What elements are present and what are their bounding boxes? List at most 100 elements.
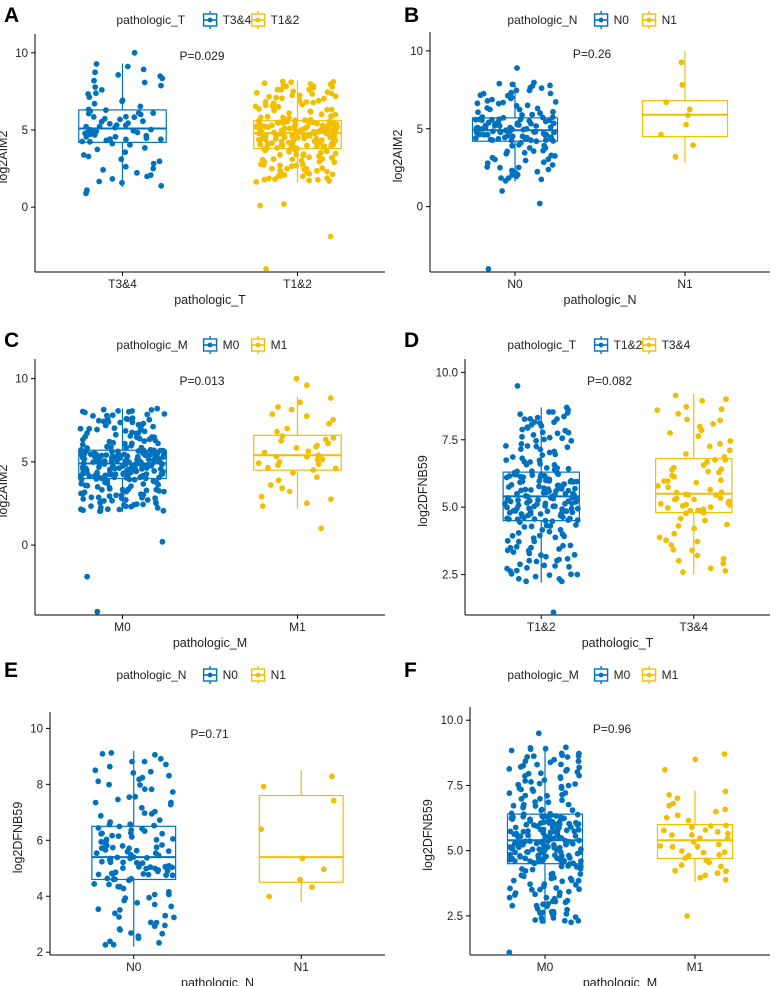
data-point [528,523,535,530]
data-point [563,508,570,515]
data-point [565,487,572,494]
data-point [304,453,310,460]
data-point [107,819,114,825]
x-tick-label: T1&2 [527,620,556,634]
p-value: P=0.082 [587,374,632,388]
data-point [568,437,575,444]
data-point [268,122,275,129]
data-point [654,407,661,414]
data-point [568,919,574,926]
data-point [508,482,515,488]
data-point [154,505,161,511]
data-point [331,159,338,166]
data-point [662,766,668,773]
data-point [533,123,539,129]
data-point [567,875,574,882]
data-point [264,113,271,120]
legend: pathologic_M M0 M1 [507,666,679,684]
x-tick-label: N1 [677,277,693,291]
data-point [134,453,141,460]
data-point [157,466,164,472]
data-point [507,828,514,835]
data-point [727,438,734,444]
data-point [556,546,562,552]
data-point [536,457,543,464]
data-point [143,487,150,494]
data-point [532,917,539,923]
data-point [115,72,122,78]
data-point [161,488,167,495]
data-point [515,538,522,545]
data-point [574,850,581,857]
data-point [674,812,681,819]
data-point [120,859,126,866]
data-point [92,767,99,774]
data-point [119,486,126,493]
y-tick-label: 5 [22,457,28,469]
data-point [558,783,565,790]
data-point [504,148,511,155]
y-axis-label: log2AIM2 [0,465,10,518]
data-point [117,419,124,426]
box [258,794,344,883]
data-point [330,78,337,85]
data-point [323,130,330,137]
data-point [705,468,711,475]
data-point [147,768,154,775]
x-tick-label: T1&2 [283,277,312,291]
data-point [153,919,160,926]
data-point [524,754,531,760]
y-tick-label: 10.0 [441,715,463,727]
legend-label: T3&4 [662,338,691,352]
data-point [512,849,518,856]
x-tick-label: T3&4 [108,277,137,291]
data-point [474,100,481,107]
data-point [537,511,544,517]
panel-label: E [4,659,18,682]
data-point [519,133,526,140]
data-point [150,423,157,430]
data-point [524,443,531,449]
data-point [310,467,317,473]
data-point [702,872,709,879]
data-point [694,538,701,545]
data-point [718,406,725,413]
data-point [552,563,558,569]
legend-label: M1 [271,338,288,352]
legend: pathologic_N N0 N1 [507,11,677,29]
data-point [717,440,723,447]
data-point [556,844,563,851]
data-point [532,573,539,580]
data-point [116,926,123,932]
data-point [539,527,546,533]
data-point [541,777,548,783]
data-point [534,168,541,175]
data-point [533,443,540,450]
data-point [663,99,670,106]
data-point [700,849,707,856]
data-point [700,506,707,513]
data-point [506,766,513,772]
data-point [513,102,520,109]
data-point [274,86,281,93]
data-point [541,819,547,826]
data-point [115,833,122,839]
y-tick-label: 5 [417,124,423,136]
data-point [94,146,101,153]
data-point [286,488,293,495]
data-point [101,498,107,504]
x-tick-label: N0 [507,277,523,291]
data-point [540,159,547,166]
data-point [671,530,678,537]
data-point [554,430,561,437]
data-point [484,105,491,111]
data-point [303,99,310,105]
data-point [281,201,287,208]
data-point [509,532,516,539]
data-point [571,551,578,558]
data-point [328,106,335,113]
data-point [489,116,495,123]
data-point [527,816,533,823]
data-point [115,408,121,414]
data-point [319,456,326,463]
